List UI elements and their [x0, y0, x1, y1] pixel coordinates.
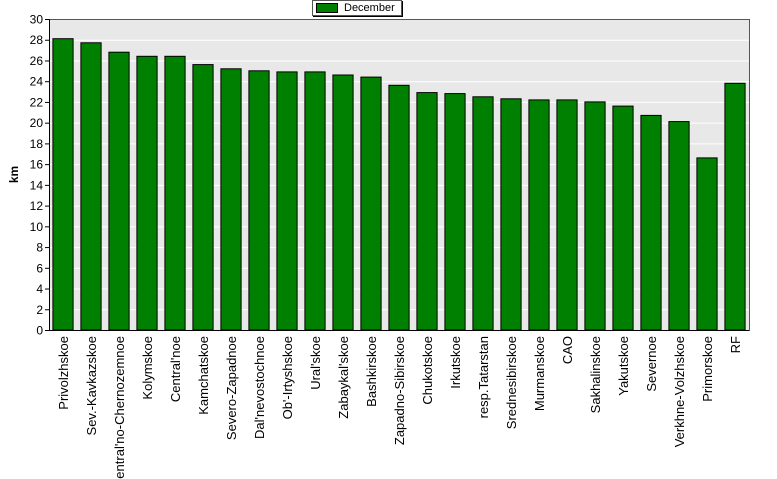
- bar-ob-irtyshskoe: [276, 71, 298, 331]
- chart-legend: December: [312, 0, 402, 16]
- y-tick-label: 0: [36, 324, 43, 338]
- bar-irkutskoe: [444, 93, 466, 331]
- x-tick-label: Chukotskoe: [420, 336, 435, 405]
- x-tick-label: Central'noe: [168, 336, 183, 402]
- bar-kolymskoe: [136, 55, 158, 331]
- x-tick-label: resp.Tatarstan: [476, 336, 491, 418]
- y-tick-label: 10: [30, 220, 44, 234]
- x-tick-label: Srednesibirskoe: [504, 336, 519, 429]
- y-tick-label: 4: [36, 282, 43, 296]
- x-tick-label: Ob'-Irtyshskoe: [280, 336, 295, 419]
- x-tick-label: Murmanskoe: [532, 336, 547, 411]
- x-tick-label: Kamchatskoe: [196, 336, 211, 415]
- bar-bashkirskoe: [360, 76, 382, 331]
- y-tick-label: 8: [36, 241, 43, 255]
- bar-resp-tatarstan: [472, 96, 494, 331]
- x-tick-label: Sakhalinskoe: [588, 336, 603, 413]
- bar-zapadno-sibirskoe: [388, 84, 410, 331]
- x-tick-label: Primorskoe: [700, 336, 715, 402]
- y-tick-label: 22: [30, 95, 44, 109]
- bar-ural-skoe: [304, 71, 326, 331]
- bar-zabaykal-skoe: [332, 74, 354, 331]
- x-tick-label: Kolymskoe: [140, 336, 155, 400]
- x-tick-label: Zapadno-Sibirskoe: [392, 336, 407, 445]
- y-tick-label: 14: [30, 178, 44, 192]
- x-tick-label: RF: [728, 336, 743, 353]
- bar-verkhne-volzhskoe: [668, 121, 690, 331]
- bar-primorskoe: [696, 157, 718, 331]
- y-tick-label: 20: [30, 116, 44, 130]
- x-tick-label: Dal'nevostochnoe: [252, 336, 267, 439]
- y-tick-label: 28: [30, 33, 44, 47]
- x-tick-label: Bashkirskoe: [364, 336, 379, 407]
- bar-cao: [556, 99, 578, 331]
- x-tick-label: Ural'skoe: [308, 336, 323, 390]
- legend-label-december: December: [344, 2, 395, 14]
- bar-privolzhskoe: [52, 38, 74, 331]
- y-tick-label: 30: [30, 13, 44, 27]
- bar-kamchatskoe: [192, 64, 214, 331]
- x-tick-label: Privolzhskoe: [56, 336, 71, 410]
- x-tick-label: Irkutskoe: [448, 336, 463, 389]
- x-tick-label: Yakutskoe: [616, 336, 631, 396]
- x-tick-label: Severo-Zapadnoe: [224, 336, 239, 440]
- y-tick-label: 2: [36, 303, 43, 317]
- bar-central-noe: [164, 55, 186, 331]
- bar-severo-zapadnoe: [220, 68, 242, 331]
- x-tick-label: Central'no-Chernozemnoe: [112, 336, 127, 479]
- x-tick-label: CAO: [560, 336, 575, 364]
- bar-central-no-chernozemnoe: [108, 51, 130, 331]
- bar-dal-nevostochnoe: [248, 70, 270, 331]
- bar-murmanskoe: [528, 99, 550, 331]
- bar-chukotskoe: [416, 92, 438, 331]
- y-tick-label: 16: [30, 158, 44, 172]
- x-tick-label: Zabaykal'skoe: [336, 336, 351, 419]
- y-tick-label: 6: [36, 261, 43, 275]
- bar-yakutskoe: [612, 105, 634, 331]
- bar-sev-kavkazskoe: [80, 42, 102, 331]
- x-tick-label: Sev.-Kavkazskoe: [84, 336, 99, 435]
- bar-srednesibirskoe: [500, 98, 522, 331]
- y-tick-label: 18: [30, 137, 44, 151]
- bar-severnoe: [640, 114, 662, 331]
- x-tick-label: Verkhne-Volzhskoe: [672, 336, 687, 447]
- y-tick-label: 12: [30, 199, 44, 213]
- legend-swatch-december: [316, 3, 338, 13]
- bar-rf: [724, 82, 746, 331]
- bar-sakhalinskoe: [584, 101, 606, 331]
- x-tick-label: Severnoe: [644, 336, 659, 392]
- y-tick-label: 24: [30, 75, 44, 89]
- y-axis-title: km: [7, 166, 21, 183]
- y-tick-label: 26: [30, 54, 44, 68]
